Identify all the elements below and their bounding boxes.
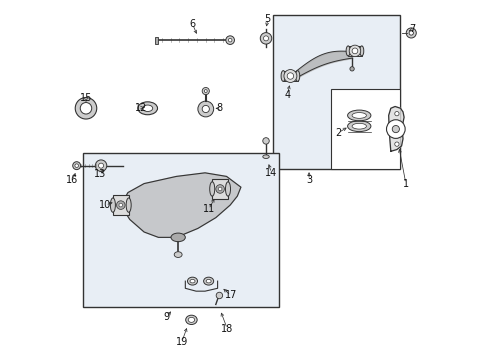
Bar (283, 71, 297, 81)
Circle shape (119, 203, 122, 207)
Text: 14: 14 (264, 168, 277, 178)
Ellipse shape (142, 105, 152, 112)
Text: 6: 6 (189, 19, 195, 29)
Circle shape (262, 138, 269, 144)
Text: 5: 5 (264, 14, 270, 24)
Ellipse shape (295, 71, 299, 81)
Circle shape (80, 103, 92, 114)
Text: 13: 13 (94, 168, 106, 179)
Circle shape (215, 185, 224, 193)
Circle shape (391, 126, 399, 133)
Ellipse shape (171, 233, 185, 242)
Bar (273, 15, 400, 169)
Bar (212, 179, 227, 199)
Circle shape (406, 28, 415, 38)
Ellipse shape (174, 252, 182, 257)
Ellipse shape (351, 113, 366, 118)
Circle shape (216, 292, 222, 299)
Text: 3: 3 (305, 175, 311, 185)
Circle shape (198, 101, 213, 117)
Circle shape (351, 48, 357, 54)
Circle shape (408, 31, 412, 35)
Ellipse shape (206, 279, 211, 283)
Text: 9: 9 (163, 312, 169, 322)
Circle shape (225, 36, 234, 44)
Bar (113, 195, 128, 215)
Circle shape (348, 45, 360, 57)
Text: 4: 4 (284, 90, 290, 100)
Circle shape (349, 67, 353, 71)
Circle shape (263, 36, 268, 41)
Circle shape (394, 112, 398, 116)
Ellipse shape (75, 164, 78, 167)
Bar (347, 46, 361, 56)
Text: 12: 12 (135, 103, 147, 113)
Circle shape (218, 187, 222, 191)
Ellipse shape (126, 198, 131, 212)
Bar (83, 153, 278, 307)
Ellipse shape (351, 123, 366, 129)
Circle shape (116, 201, 125, 210)
Ellipse shape (185, 315, 197, 324)
Ellipse shape (138, 102, 157, 115)
Text: 19: 19 (175, 337, 187, 347)
Text: 8: 8 (216, 103, 222, 113)
Bar (155, 37, 158, 44)
Ellipse shape (346, 46, 349, 56)
Circle shape (386, 120, 405, 138)
Ellipse shape (225, 182, 230, 196)
Ellipse shape (187, 277, 197, 285)
Ellipse shape (203, 277, 213, 285)
Ellipse shape (347, 121, 370, 132)
Text: 18: 18 (221, 324, 233, 334)
Circle shape (394, 142, 398, 146)
Circle shape (286, 73, 293, 79)
Ellipse shape (73, 162, 81, 170)
Text: 1: 1 (402, 179, 408, 189)
Circle shape (95, 160, 106, 171)
Ellipse shape (281, 71, 285, 81)
Circle shape (75, 98, 97, 119)
Circle shape (260, 33, 271, 44)
Text: 7: 7 (408, 24, 415, 35)
Ellipse shape (209, 182, 214, 196)
Ellipse shape (110, 198, 115, 212)
Bar (330, 89, 400, 169)
Circle shape (284, 69, 296, 82)
Text: 2: 2 (335, 128, 341, 138)
Text: 11: 11 (202, 204, 214, 215)
Text: 17: 17 (224, 291, 237, 301)
Polygon shape (388, 107, 403, 151)
Ellipse shape (359, 46, 363, 56)
Ellipse shape (188, 318, 194, 322)
Ellipse shape (262, 155, 269, 158)
Ellipse shape (190, 279, 195, 283)
Circle shape (202, 105, 209, 113)
Text: 15: 15 (80, 93, 92, 103)
Polygon shape (121, 173, 241, 237)
Text: 10: 10 (99, 200, 111, 210)
Ellipse shape (347, 110, 370, 121)
Circle shape (99, 163, 103, 168)
Circle shape (202, 87, 209, 95)
Circle shape (204, 90, 207, 93)
Circle shape (228, 39, 231, 42)
Text: 16: 16 (66, 175, 79, 185)
